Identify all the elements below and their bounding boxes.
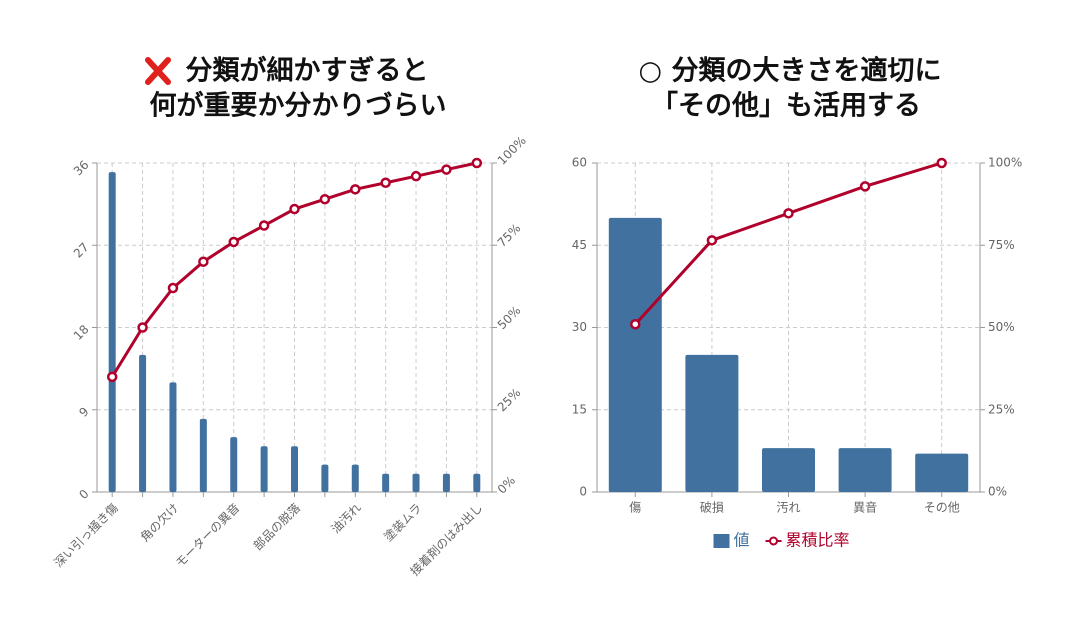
- line-point: [106, 371, 118, 383]
- bar: [382, 473, 390, 492]
- legend-swatch: [769, 536, 779, 546]
- y-tick-label: 0: [579, 485, 587, 499]
- bar: [321, 464, 329, 492]
- chart-title: 分類が細かすぎると: [186, 55, 429, 87]
- bar: [260, 446, 268, 492]
- bar: [412, 473, 420, 492]
- bar: [139, 354, 147, 492]
- line-point: [630, 318, 641, 330]
- y-tick-label: 60: [572, 156, 587, 170]
- y2-tick-label: 25%: [988, 402, 1015, 416]
- line-point: [380, 177, 391, 188]
- legend-swatch: [713, 534, 730, 548]
- x-tick-label: 汚れ: [776, 501, 800, 515]
- bar: [291, 446, 298, 492]
- bar: [685, 354, 739, 492]
- bar: [230, 437, 238, 492]
- x-tick-label: 破損: [700, 500, 724, 515]
- legend-label: 値: [734, 531, 750, 550]
- line-point: [137, 322, 148, 333]
- line-point: [410, 170, 422, 182]
- y2-tick-label: 0%: [988, 485, 1007, 499]
- line-point: [783, 208, 794, 219]
- line-point: [198, 256, 209, 267]
- y2-tick-label: 50%: [988, 320, 1015, 334]
- bar: [915, 453, 969, 492]
- line-point: [936, 157, 947, 169]
- line-point: [859, 181, 871, 192]
- y2-tick-label: 75%: [988, 238, 1015, 252]
- bar: [169, 382, 177, 492]
- line-point: [289, 203, 300, 215]
- bar: [199, 418, 207, 492]
- bar: [762, 448, 815, 492]
- line-point: [471, 157, 483, 169]
- bar: [838, 448, 892, 492]
- x-tick-label: その他: [924, 501, 960, 515]
- bar: [442, 473, 450, 492]
- cross-stroke: [145, 57, 171, 85]
- x-tick-label: 傷: [629, 500, 641, 515]
- bar: [608, 217, 662, 493]
- line-point: [706, 235, 718, 246]
- line-point: [319, 193, 331, 205]
- y2-tick-label: 100%: [988, 156, 1022, 170]
- line-point: [350, 184, 361, 195]
- line-point: [441, 164, 452, 175]
- line-point: [228, 236, 239, 248]
- bar: [108, 172, 116, 492]
- chart-title: ○ 分類の大きさを適切に: [639, 55, 942, 87]
- y-tick-label: 45: [572, 238, 587, 252]
- chart-title: 何が重要か分かりづらい: [150, 90, 447, 122]
- y-tick-label: 30: [572, 320, 587, 334]
- chart-title: 「その他」も活用する: [651, 90, 921, 122]
- legend-label: 累積比率: [786, 531, 850, 550]
- bar: [473, 473, 481, 492]
- x-tick-label: 異音: [853, 500, 877, 515]
- y-tick-label: 15: [572, 402, 587, 416]
- cross-icon: [145, 57, 171, 85]
- bar: [351, 464, 359, 492]
- legend: 値 累積比率: [713, 531, 850, 550]
- line-point: [167, 282, 179, 294]
- line-point: [258, 220, 270, 231]
